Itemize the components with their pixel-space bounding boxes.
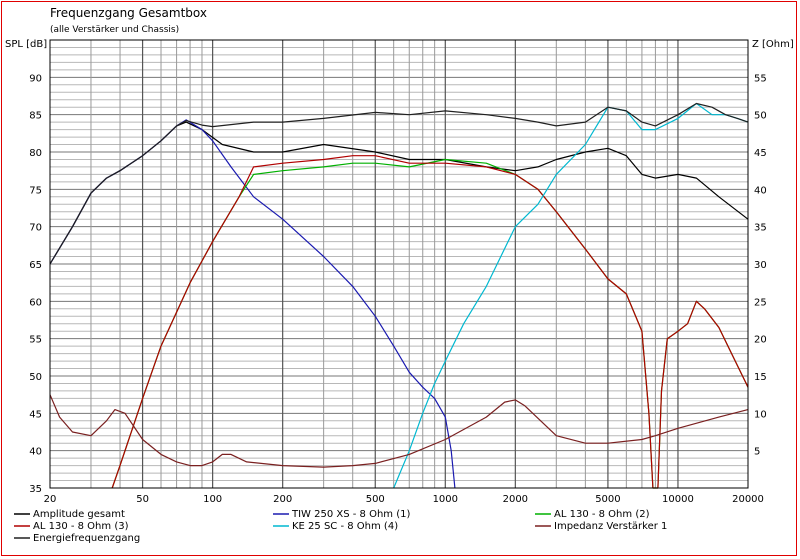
series-line-al-130-8-ohm-3 — [111, 155, 749, 489]
y2-tick-label: 50 — [754, 111, 767, 122]
legend-entry: Amplitude gesamt — [33, 509, 125, 520]
legend-entry: Energiefrequenzgang — [33, 533, 140, 544]
plot-area-border — [49, 39, 749, 489]
y-tick-label: 40 — [29, 447, 42, 458]
y2-tick-label: 10 — [754, 409, 767, 420]
y2-tick-label: 30 — [754, 260, 767, 271]
x-tick-label: 5000 — [595, 494, 620, 505]
y-tick-label: 80 — [29, 148, 42, 159]
y-tick-label: 70 — [29, 223, 42, 234]
series-line-ke-25-sc-8-ohm-4 — [393, 102, 749, 489]
legend-entry: AL 130 - 8 Ohm (3) — [33, 521, 129, 532]
legend: Amplitude gesamt TIW 250 XS - 8 Ohm (1) AL… — [14, 509, 667, 544]
y2-tick-label: 55 — [754, 73, 767, 84]
x-tick-label: 200 — [273, 494, 292, 505]
y2-tick-label: 15 — [754, 372, 767, 383]
y-tick-label: 55 — [29, 335, 42, 346]
series-line-impedanz-verst-rker-1 — [49, 394, 749, 468]
series-lines — [49, 102, 749, 489]
series-line-energiefrequenzgang — [49, 102, 749, 265]
y-tick-label: 90 — [29, 73, 42, 84]
y2-tick-label: 40 — [754, 185, 767, 196]
y-tick-label: 50 — [29, 372, 42, 383]
y2-tick-label: 25 — [754, 297, 767, 308]
x-tick-label: 20 — [44, 494, 57, 505]
tick-labels: 20 50 100 200 500 1000 2000 5000 10000 20000 35 40 4… — [29, 73, 766, 505]
y-tick-label: 35 — [29, 484, 42, 495]
y-tick-label: 85 — [29, 111, 42, 122]
legend-entry: AL 130 - 8 Ohm (2) — [554, 509, 650, 520]
x-tick-label: 100 — [203, 494, 222, 505]
grid — [50, 40, 748, 488]
chart-title: Frequenzgang Gesamtbox — [50, 6, 207, 20]
legend-entry: Impedanz Verstärker 1 — [554, 521, 667, 532]
y-tick-label: 65 — [29, 260, 42, 271]
x-tick-label: 20000 — [732, 494, 764, 505]
legend-entry: KE 25 SC - 8 Ohm (4) — [292, 521, 398, 532]
x-tick-label: 2000 — [503, 494, 528, 505]
y-tick-label: 45 — [29, 409, 42, 420]
x-tick-label: 1000 — [433, 494, 458, 505]
x-tick-label: 10000 — [662, 494, 694, 505]
y2-tick-label: 20 — [754, 335, 767, 346]
y-axis-label: SPL [dB] — [5, 39, 47, 50]
y2-tick-label: 45 — [754, 148, 767, 159]
y-tick-label: 60 — [29, 297, 42, 308]
y2-tick-label: 35 — [754, 223, 767, 234]
y-tick-label: 75 — [29, 185, 42, 196]
x-tick-label: 50 — [136, 494, 149, 505]
x-tick-label: 500 — [366, 494, 385, 505]
legend-entry: TIW 250 XS - 8 Ohm (1) — [291, 509, 410, 520]
y2-axis-label: Z [Ohm] — [752, 39, 794, 50]
chart-subtitle: (alle Verstärker und Chassis) — [50, 25, 179, 35]
y2-tick-label: 5 — [754, 447, 760, 458]
series-line-amplitude-gesamt — [49, 121, 749, 265]
